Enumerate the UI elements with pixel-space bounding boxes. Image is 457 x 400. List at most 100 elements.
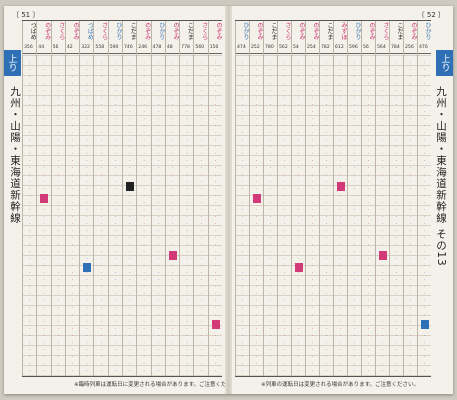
pass-mark: · bbox=[424, 341, 426, 346]
pass-mark: · bbox=[354, 222, 356, 227]
pass-mark: · bbox=[86, 257, 88, 262]
pass-mark: · bbox=[326, 306, 328, 311]
pass-mark: · bbox=[43, 96, 45, 101]
pass-mark: · bbox=[43, 271, 45, 276]
pass-mark: · bbox=[298, 187, 300, 192]
pass-mark: · bbox=[242, 201, 244, 206]
pass-mark: · bbox=[382, 215, 384, 220]
pass-mark: · bbox=[256, 166, 258, 171]
pass-mark: · bbox=[410, 208, 412, 213]
pass-mark: · bbox=[57, 243, 60, 248]
pass-mark: · bbox=[270, 215, 272, 220]
pass-mark: · bbox=[354, 82, 356, 87]
train-number: 246 bbox=[138, 45, 148, 50]
train-name: こだま bbox=[326, 22, 333, 40]
pass-mark: · bbox=[256, 124, 258, 129]
pass-mark: · bbox=[396, 124, 398, 129]
pass-mark: · bbox=[29, 222, 31, 227]
pass-mark: · bbox=[171, 229, 174, 234]
pass-mark: · bbox=[312, 75, 314, 80]
pass-mark: · bbox=[284, 187, 286, 192]
pass-mark: · bbox=[157, 75, 160, 80]
pass-mark: · bbox=[242, 243, 244, 248]
train-name: のぞみ bbox=[410, 22, 417, 40]
pass-mark: · bbox=[200, 334, 203, 339]
pass-mark: · bbox=[57, 341, 60, 346]
pass-mark: · bbox=[298, 201, 300, 206]
pass-mark: · bbox=[284, 194, 286, 199]
pass-mark: · bbox=[43, 61, 45, 66]
pass-mark: · bbox=[171, 180, 174, 185]
pass-mark: · bbox=[242, 194, 244, 199]
pass-mark: · bbox=[71, 306, 74, 311]
pass-mark: · bbox=[114, 75, 117, 80]
pass-mark: · bbox=[186, 299, 188, 304]
pass-mark: · bbox=[186, 264, 188, 269]
pass-mark: · bbox=[214, 306, 217, 311]
pass-mark: · bbox=[256, 285, 258, 290]
pass-mark: · bbox=[71, 152, 74, 157]
pass-mark: · bbox=[424, 362, 426, 367]
pass-mark: · bbox=[86, 194, 88, 199]
pass-mark: · bbox=[86, 355, 88, 360]
pass-mark: · bbox=[71, 334, 74, 339]
pass-mark: · bbox=[256, 75, 258, 80]
pass-mark: · bbox=[186, 285, 188, 290]
pass-mark: · bbox=[100, 159, 103, 164]
pass-mark: · bbox=[171, 355, 174, 360]
pass-mark: · bbox=[284, 159, 286, 164]
pass-mark: · bbox=[368, 264, 370, 269]
pass-mark: · bbox=[86, 313, 88, 318]
pass-mark: · bbox=[71, 75, 74, 80]
pass-mark: · bbox=[312, 285, 314, 290]
pass-mark: · bbox=[340, 131, 342, 136]
pass-mark: · bbox=[57, 369, 60, 374]
pass-mark: · bbox=[354, 117, 356, 122]
pass-mark: · bbox=[129, 159, 131, 164]
pass-mark: · bbox=[214, 313, 217, 318]
pass-mark: · bbox=[396, 264, 398, 269]
pass-mark: · bbox=[129, 271, 131, 276]
pass-mark: · bbox=[410, 110, 412, 115]
pass-mark: · bbox=[114, 131, 117, 136]
pass-mark: · bbox=[340, 68, 342, 73]
pass-mark: · bbox=[396, 96, 398, 101]
pass-mark: · bbox=[396, 355, 398, 360]
pass-mark: · bbox=[368, 61, 370, 66]
pass-mark: · bbox=[256, 82, 258, 87]
pass-mark: · bbox=[57, 348, 60, 353]
pass-mark: · bbox=[157, 285, 160, 290]
pass-mark: · bbox=[410, 180, 412, 185]
pass-mark: · bbox=[71, 61, 74, 66]
pass-mark: · bbox=[410, 124, 412, 129]
pass-mark: · bbox=[71, 89, 74, 94]
pass-mark: · bbox=[129, 152, 131, 157]
pass-mark: · bbox=[396, 166, 398, 171]
pass-mark: · bbox=[29, 362, 31, 367]
pass-mark: · bbox=[382, 124, 384, 129]
train-column: のぞみ 246 · · · · · · · · · · · · · · · · · · · · · · · · · · · · · · · · · ·… bbox=[136, 21, 151, 376]
pass-mark: · bbox=[242, 131, 244, 136]
pass-mark: · bbox=[298, 320, 300, 325]
book-gutter bbox=[225, 6, 232, 394]
pass-mark: · bbox=[200, 152, 203, 157]
pass-mark: · bbox=[326, 201, 328, 206]
pass-mark: · bbox=[284, 320, 286, 325]
pass-mark: · bbox=[129, 208, 131, 213]
pass-mark: · bbox=[57, 152, 60, 157]
pass-mark: · bbox=[326, 250, 328, 255]
pass-mark: · bbox=[410, 82, 412, 87]
direction-tab: 上り bbox=[4, 50, 21, 76]
pass-mark: · bbox=[312, 117, 314, 122]
pass-mark: · bbox=[382, 145, 384, 150]
pass-mark: · bbox=[157, 292, 160, 297]
train-number: 56 bbox=[52, 45, 59, 50]
pass-mark: · bbox=[157, 243, 160, 248]
pass-mark: · bbox=[242, 61, 244, 66]
pass-mark: · bbox=[214, 173, 217, 178]
pass-mark: · bbox=[298, 159, 300, 164]
pass-mark: · bbox=[200, 236, 203, 241]
pass-mark: · bbox=[396, 103, 398, 108]
pass-mark: · bbox=[424, 103, 426, 108]
pass-mark: · bbox=[86, 299, 88, 304]
